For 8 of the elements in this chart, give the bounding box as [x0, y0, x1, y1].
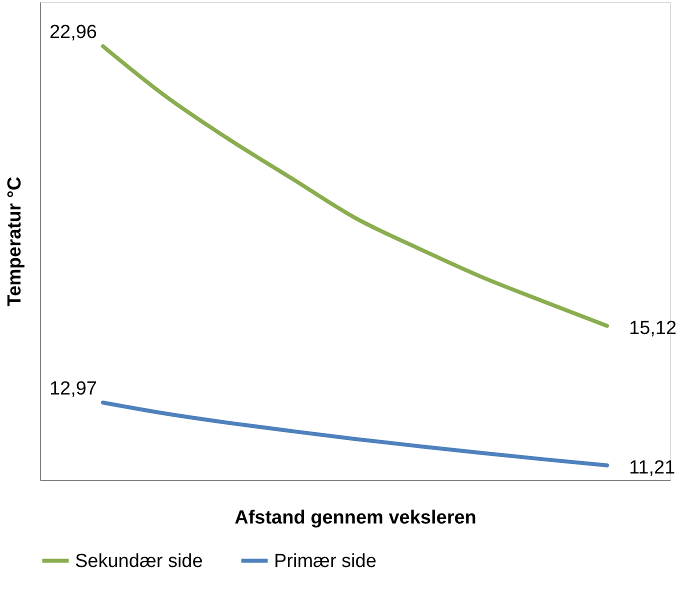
- data-label: 15,12: [629, 318, 677, 339]
- legend-label: Sekundær side: [75, 550, 203, 572]
- data-label: 11,21: [629, 457, 676, 478]
- data-label: 12,97: [49, 378, 97, 400]
- data-label: 22,96: [49, 22, 97, 44]
- x-axis-title: Afstand gennem veksleren: [234, 508, 476, 528]
- y-axis-title: Temperatur °C: [4, 176, 26, 306]
- legend-label: Primær side: [274, 550, 376, 572]
